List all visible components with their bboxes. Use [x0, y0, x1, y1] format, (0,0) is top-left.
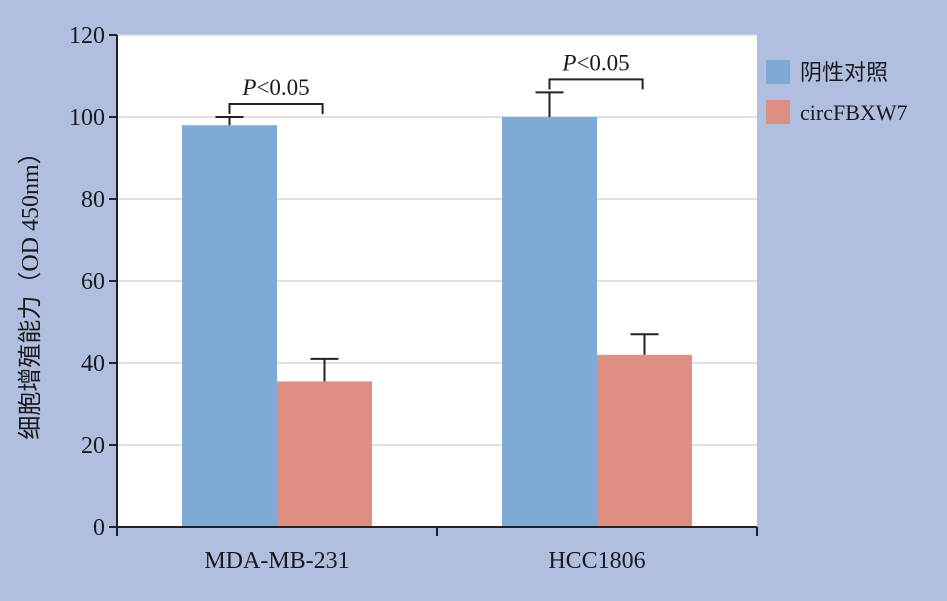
significance-label-1: P<0.05 — [561, 50, 629, 75]
significance-p-italic: P — [241, 75, 256, 100]
significance-label-0: P<0.05 — [241, 75, 309, 100]
x-category-label-0: MDA-MB-231 — [204, 548, 349, 574]
legend-label-1: circFBXW7 — [800, 100, 908, 125]
significance-bracket-0 — [228, 103, 324, 114]
significance-p-value: <0.05 — [576, 50, 629, 75]
y-tick-label-40: 40 — [81, 351, 105, 377]
bar-HCC1806-0 — [502, 117, 597, 527]
significance-p-value: <0.05 — [256, 75, 309, 100]
axes — [109, 34, 758, 536]
legend-label-0: 阴性对照 — [800, 60, 888, 85]
y-tick-label-100: 100 — [69, 105, 105, 131]
legend-swatch-1 — [766, 100, 790, 124]
error-bars — [215, 91, 659, 382]
y-tick-label-120: 120 — [69, 23, 105, 49]
significance-p-italic: P — [561, 50, 576, 75]
significance-bracket-1 — [548, 78, 644, 90]
y-tick-label-0: 0 — [93, 515, 105, 541]
x-category-labels: MDA-MB-231 HCC1806 — [204, 548, 645, 574]
y-tick-label-20: 20 — [81, 433, 105, 459]
y-tick-label-60: 60 — [81, 269, 105, 295]
bars — [182, 117, 692, 527]
y-tick-label-80: 80 — [81, 187, 105, 213]
legend-swatch-0 — [766, 60, 790, 84]
bar-MDA-MB-231-1 — [277, 381, 372, 527]
significance-annotations: P<0.05P<0.05 — [228, 50, 644, 114]
y-tick-labels: 0 20 40 60 80 100 120 — [69, 23, 105, 541]
legend: 阴性对照 circFBXW7 — [766, 60, 908, 125]
x-category-label-1: HCC1806 — [548, 548, 645, 574]
bar-MDA-MB-231-0 — [182, 125, 277, 527]
y-axis-label: 细胞增殖能力（OD 450nm） — [17, 140, 44, 439]
bar-HCC1806-1 — [597, 354, 692, 527]
